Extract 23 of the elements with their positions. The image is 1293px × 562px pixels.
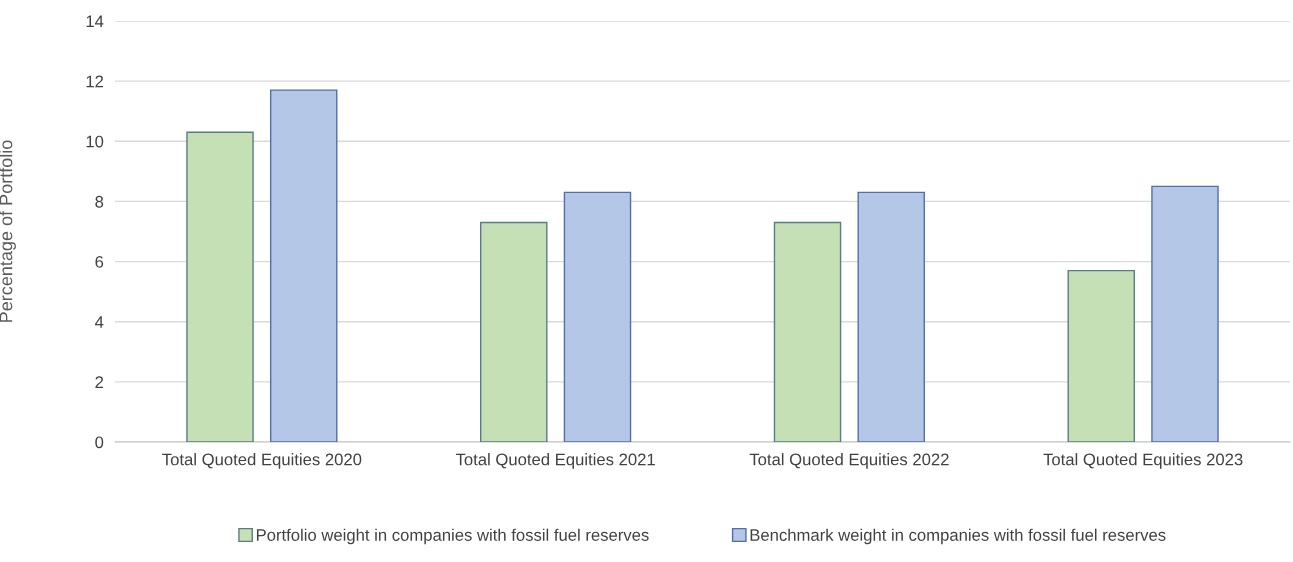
bar — [1067, 269, 1136, 442]
x-tick-label: Total Quoted Equities 2020 — [162, 453, 362, 469]
y-tick-label: 4 — [95, 316, 104, 328]
x-tick-label: Total Quoted Equities 2021 — [455, 453, 655, 469]
y-tick-label: 12 — [86, 75, 104, 88]
bar — [480, 221, 548, 442]
legend-label: Benchmark weight in companies with fossil fuel reserves — [750, 528, 1166, 545]
bar — [186, 131, 254, 442]
bar — [1151, 185, 1219, 442]
y-tick-label: 8 — [95, 195, 104, 208]
x-tick-label: Total Quoted Equities 2023 — [1043, 453, 1243, 469]
y-tick-label: 2 — [95, 376, 104, 388]
bar — [269, 89, 338, 442]
bar — [857, 191, 925, 442]
y-tick-label: 14 — [86, 15, 104, 28]
bar — [773, 221, 842, 442]
y-axis-title: Percentage of Portfolio — [0, 140, 16, 322]
legend-label: Portfolio weight in companies with fossil fuel reserves — [256, 528, 649, 545]
y-tick-label: 0 — [95, 436, 104, 449]
bar — [563, 191, 632, 442]
x-tick-label: Total Quoted Equities 2022 — [749, 453, 949, 469]
y-tick-label: 10 — [86, 135, 104, 148]
y-tick-label: 6 — [95, 255, 104, 268]
